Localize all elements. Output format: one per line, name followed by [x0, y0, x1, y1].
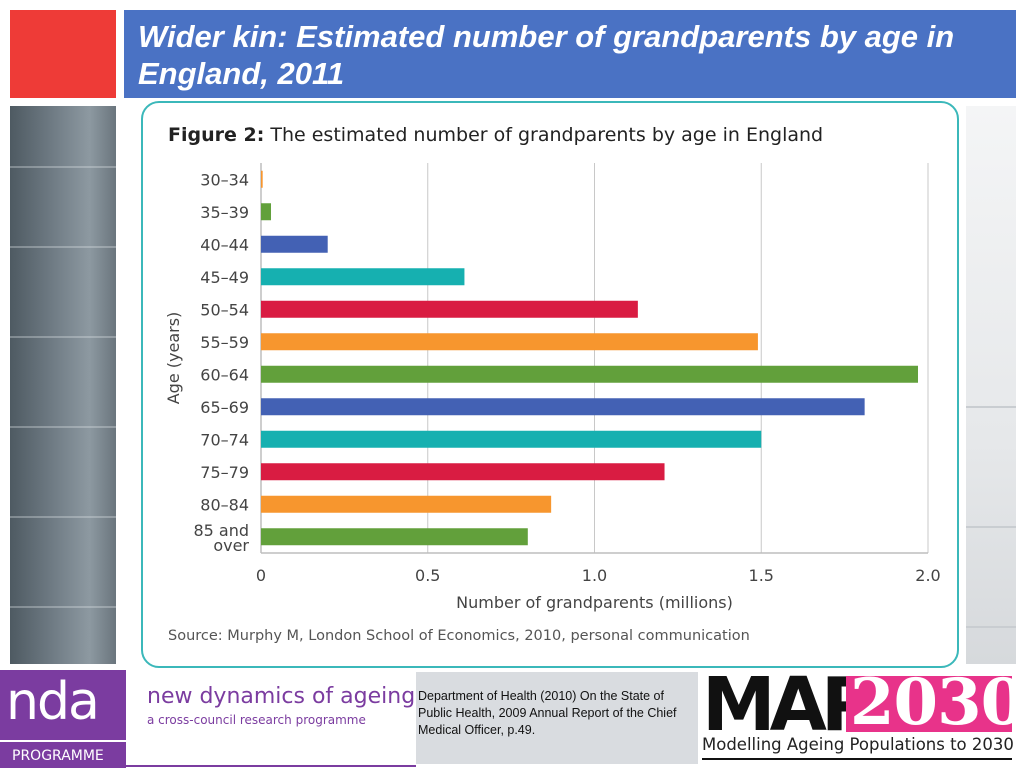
- bar-55-59: [261, 333, 758, 351]
- x-tick-label: 0: [256, 566, 266, 585]
- nda-logo: nda: [6, 672, 100, 732]
- bar-70-74: [261, 430, 762, 448]
- bar-chart: 0 0.5 1.0 1.5 2.0 30–34 35–39 40–44 45–49 50–54 55…: [164, 163, 941, 612]
- y-category-label: 85 and over: [193, 521, 249, 555]
- y-category-label: 65–69: [200, 398, 249, 417]
- y-category-label: 50–54: [200, 300, 249, 319]
- x-tick-label: 1.0: [582, 566, 607, 585]
- x-tick-label: 2.0: [915, 566, 940, 585]
- y-category-label: 80–84: [200, 495, 249, 514]
- bar-60-64: [261, 365, 918, 383]
- figure-caption-text: The estimated number of grandparents by …: [264, 124, 824, 146]
- y-axis-title: Age (years): [164, 312, 183, 405]
- nda-programme-label: PROGRAMME: [0, 740, 126, 768]
- x-tick-label: 1.5: [749, 566, 774, 585]
- nda-logo-box: [0, 670, 126, 768]
- reference-note: Department of Health (2010) On the State…: [416, 672, 698, 764]
- nda-divider: [126, 765, 416, 767]
- accent-square: [10, 10, 116, 98]
- bar-80-84: [261, 495, 552, 513]
- nda-programme-subtitle: a cross-council research programme: [147, 713, 366, 727]
- nda-programme-name: new dynamics of ageing: [147, 684, 416, 709]
- y-category-label: 75–79: [200, 463, 249, 482]
- map-logo-subtitle: Modelling Ageing Populations to 2030: [702, 735, 1014, 754]
- map-logo-year: 2030: [850, 665, 1024, 740]
- slide-title: Wider kin: Estimated number of grandpare…: [138, 19, 955, 91]
- map-logo-year-bg: [846, 676, 1012, 732]
- bar-75-79: [261, 463, 665, 481]
- bar-40-44: [261, 235, 328, 253]
- figure-source: Source: Murphy M, London School of Econo…: [168, 628, 750, 644]
- figure-caption: Figure 2: The estimated number of grandp…: [168, 124, 823, 146]
- figure-panel: [141, 101, 959, 668]
- bar-30-34: [261, 170, 263, 188]
- bar-50-54: [261, 300, 638, 318]
- y-category-label: 55–59: [200, 333, 249, 352]
- y-category-label: 30–34: [200, 170, 249, 189]
- title-bar: [124, 10, 1016, 98]
- x-tick-label: 0.5: [415, 566, 440, 585]
- bar-45-49: [261, 268, 465, 286]
- map-logo-word: MAP: [702, 662, 875, 748]
- map-divider: [702, 758, 1012, 760]
- bar-85-and-over: [261, 528, 528, 546]
- decorative-photo-right: [966, 106, 1016, 664]
- figure-caption-prefix: Figure 2:: [168, 124, 265, 146]
- y-category-label: 45–49: [200, 268, 249, 287]
- x-axis-title: Number of grandparents (millions): [456, 593, 733, 612]
- decorative-photo-left: [10, 106, 116, 664]
- y-category-label: 35–39: [200, 203, 249, 222]
- y-category-label: 60–64: [200, 365, 249, 384]
- y-category-label: 40–44: [200, 235, 249, 254]
- y-category-label: 70–74: [200, 430, 249, 449]
- bar-35-39: [261, 203, 272, 221]
- bar-65-69: [261, 398, 865, 416]
